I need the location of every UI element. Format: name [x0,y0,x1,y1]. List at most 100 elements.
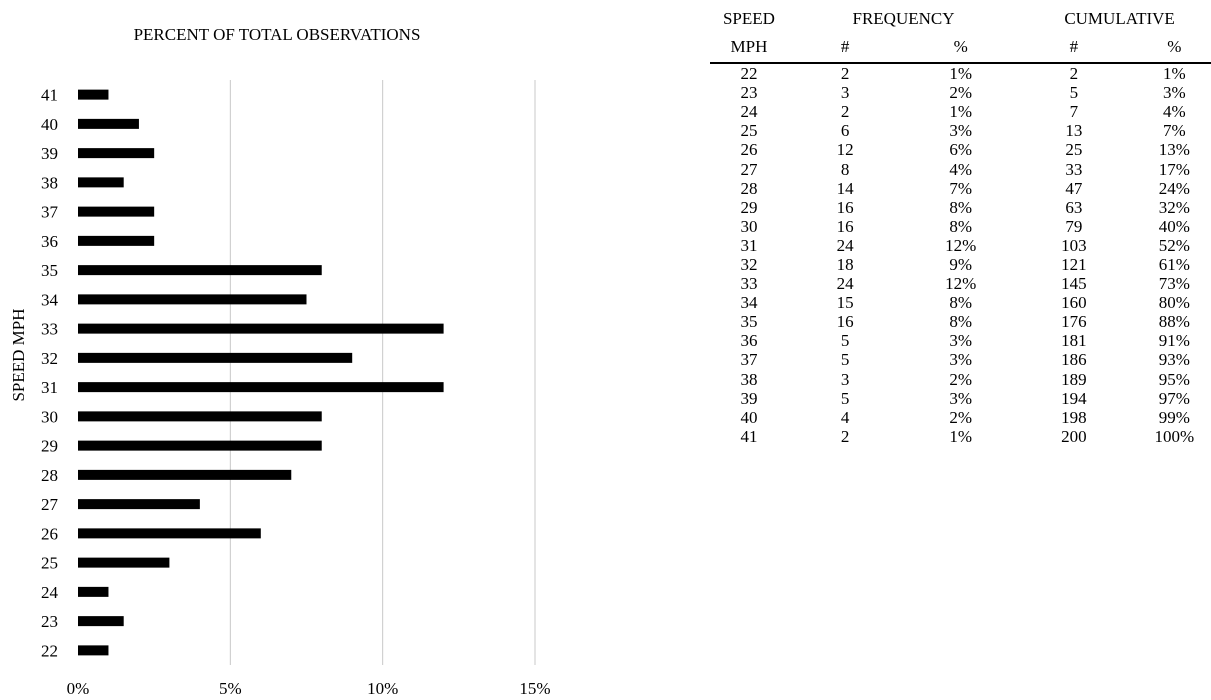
bar [78,265,322,276]
cell-frequency-percent: 4% [949,159,973,179]
header-frequency: FREQUENCY [852,9,955,28]
cell-frequency-count: 16 [836,197,854,217]
cell-speed: 37 [740,350,758,370]
cell-frequency-count: 5 [840,350,850,370]
cell-cumulative-count: 79 [1065,216,1083,236]
cell-cumulative-count: 200 [1061,426,1087,446]
cell-speed: 40 [740,407,758,427]
y-tick-label: 39 [41,144,58,163]
header-speed: SPEED [722,9,775,28]
table-row: 29 16 8% 63 32% [710,198,1211,217]
cell-cumulative-count: 13 [1065,121,1083,141]
y-tick-label: 40 [41,115,58,134]
table-row: 40 4 2% 198 99% [710,408,1211,427]
cell-frequency-percent: 3% [949,350,973,370]
cell-frequency-percent: 2% [949,407,973,427]
cell-frequency-count: 8 [840,159,850,179]
cell-cumulative-percent: 97% [1158,388,1190,408]
table-body: 22 2 1% 2 1% 23 3 2% 5 3% 24 2 1% 7 4% 25 6 3% 13 7% 26 12 6% 2… [710,63,1211,446]
cell-cumulative-percent: 52% [1158,235,1190,255]
cell-speed: 22 [740,64,758,84]
cell-cumulative-percent: 24% [1158,178,1190,198]
cell-frequency-count: 15 [836,293,854,313]
cell-cumulative-count: 33 [1065,159,1083,179]
bar [78,118,139,129]
cell-frequency-percent: 2% [949,83,973,103]
y-tick-label: 25 [41,554,58,573]
cell-cumulative-percent: 73% [1158,274,1190,294]
y-tick-label: 34 [41,290,59,309]
bars [78,89,444,656]
bar [78,586,109,597]
cell-cumulative-percent: 80% [1158,293,1190,313]
cell-cumulative-percent: 32% [1158,197,1190,217]
cell-frequency-percent: 12% [945,274,977,294]
cell-frequency-count: 3 [840,83,850,103]
bar [78,469,292,480]
subheader-frequency-percent: % [902,32,1020,64]
cell-cumulative-count: 176 [1061,312,1087,332]
bar [78,411,322,422]
cell-cumulative-percent: 17% [1158,159,1190,179]
table-row: 31 24 12% 103 52% [710,236,1211,255]
y-tick-label: 37 [41,203,59,222]
y-tick-label: 26 [41,524,58,543]
cell-cumulative-percent: 13% [1158,140,1190,160]
table-header-row: SPEED FREQUENCY CUMULATIVE [710,6,1211,32]
bar [78,89,109,100]
y-tick-label: 32 [41,349,58,368]
y-tick-label: 38 [41,173,58,192]
table-row: 35 16 8% 176 88% [710,312,1211,331]
y-tick-label: 23 [41,612,58,631]
table-row: 33 24 12% 145 73% [710,274,1211,293]
y-tick-label: 28 [41,466,58,485]
bar [78,323,444,334]
cell-cumulative-count: 181 [1061,331,1087,351]
x-tick-labels: 0% 5% 10% 15% [67,679,551,698]
y-tick-label: 27 [41,495,59,514]
bar [78,528,261,539]
cell-cumulative-count: 189 [1061,369,1087,389]
table-row: 23 3 2% 5 3% [710,83,1211,102]
bar [78,294,307,305]
bar [78,382,444,393]
y-tick-label: 35 [41,261,58,280]
cell-cumulative-count: 7 [1069,102,1079,122]
bar [78,177,124,188]
cell-cumulative-percent: 93% [1158,350,1190,370]
cell-cumulative-count: 63 [1065,197,1083,217]
table-row: 24 2 1% 7 4% [710,102,1211,121]
cell-cumulative-percent: 99% [1158,407,1190,427]
bar [78,206,155,217]
cell-speed: 28 [740,178,758,198]
cell-frequency-percent: 8% [949,293,973,313]
cell-frequency-percent: 6% [949,140,973,160]
cell-frequency-percent: 3% [949,121,973,141]
subheader-mph: MPH [710,32,788,64]
y-tick-label: 29 [41,437,58,456]
subheader-cumulative-count: # [1019,32,1129,64]
cell-cumulative-percent: 4% [1163,102,1186,122]
cell-cumulative-count: 145 [1061,274,1087,294]
cell-frequency-count: 24 [836,235,854,255]
table-row: 36 5 3% 181 91% [710,331,1211,350]
cell-cumulative-percent: 95% [1158,369,1190,389]
cell-speed: 33 [740,274,758,294]
bar [78,616,124,627]
cell-frequency-percent: 8% [949,312,973,332]
y-tick-label: 30 [41,407,58,426]
cell-speed: 25 [740,121,758,141]
cell-frequency-count: 2 [840,426,850,446]
cell-speed: 38 [740,369,758,389]
cell-cumulative-count: 198 [1061,407,1087,427]
cell-speed: 32 [740,254,758,274]
bar [78,235,155,246]
cell-frequency-count: 5 [840,388,850,408]
cell-frequency-percent: 12% [945,235,977,255]
y-tick-labels: 22 23 24 25 26 27 28 29 30 31 32 33 34 35 36 37 38 39 40 41 [41,86,59,661]
cell-frequency-count: 14 [836,178,854,198]
cell-frequency-percent: 3% [949,331,973,351]
cell-cumulative-count: 121 [1061,254,1087,274]
bar [78,352,353,363]
cell-frequency-percent: 1% [949,102,973,122]
